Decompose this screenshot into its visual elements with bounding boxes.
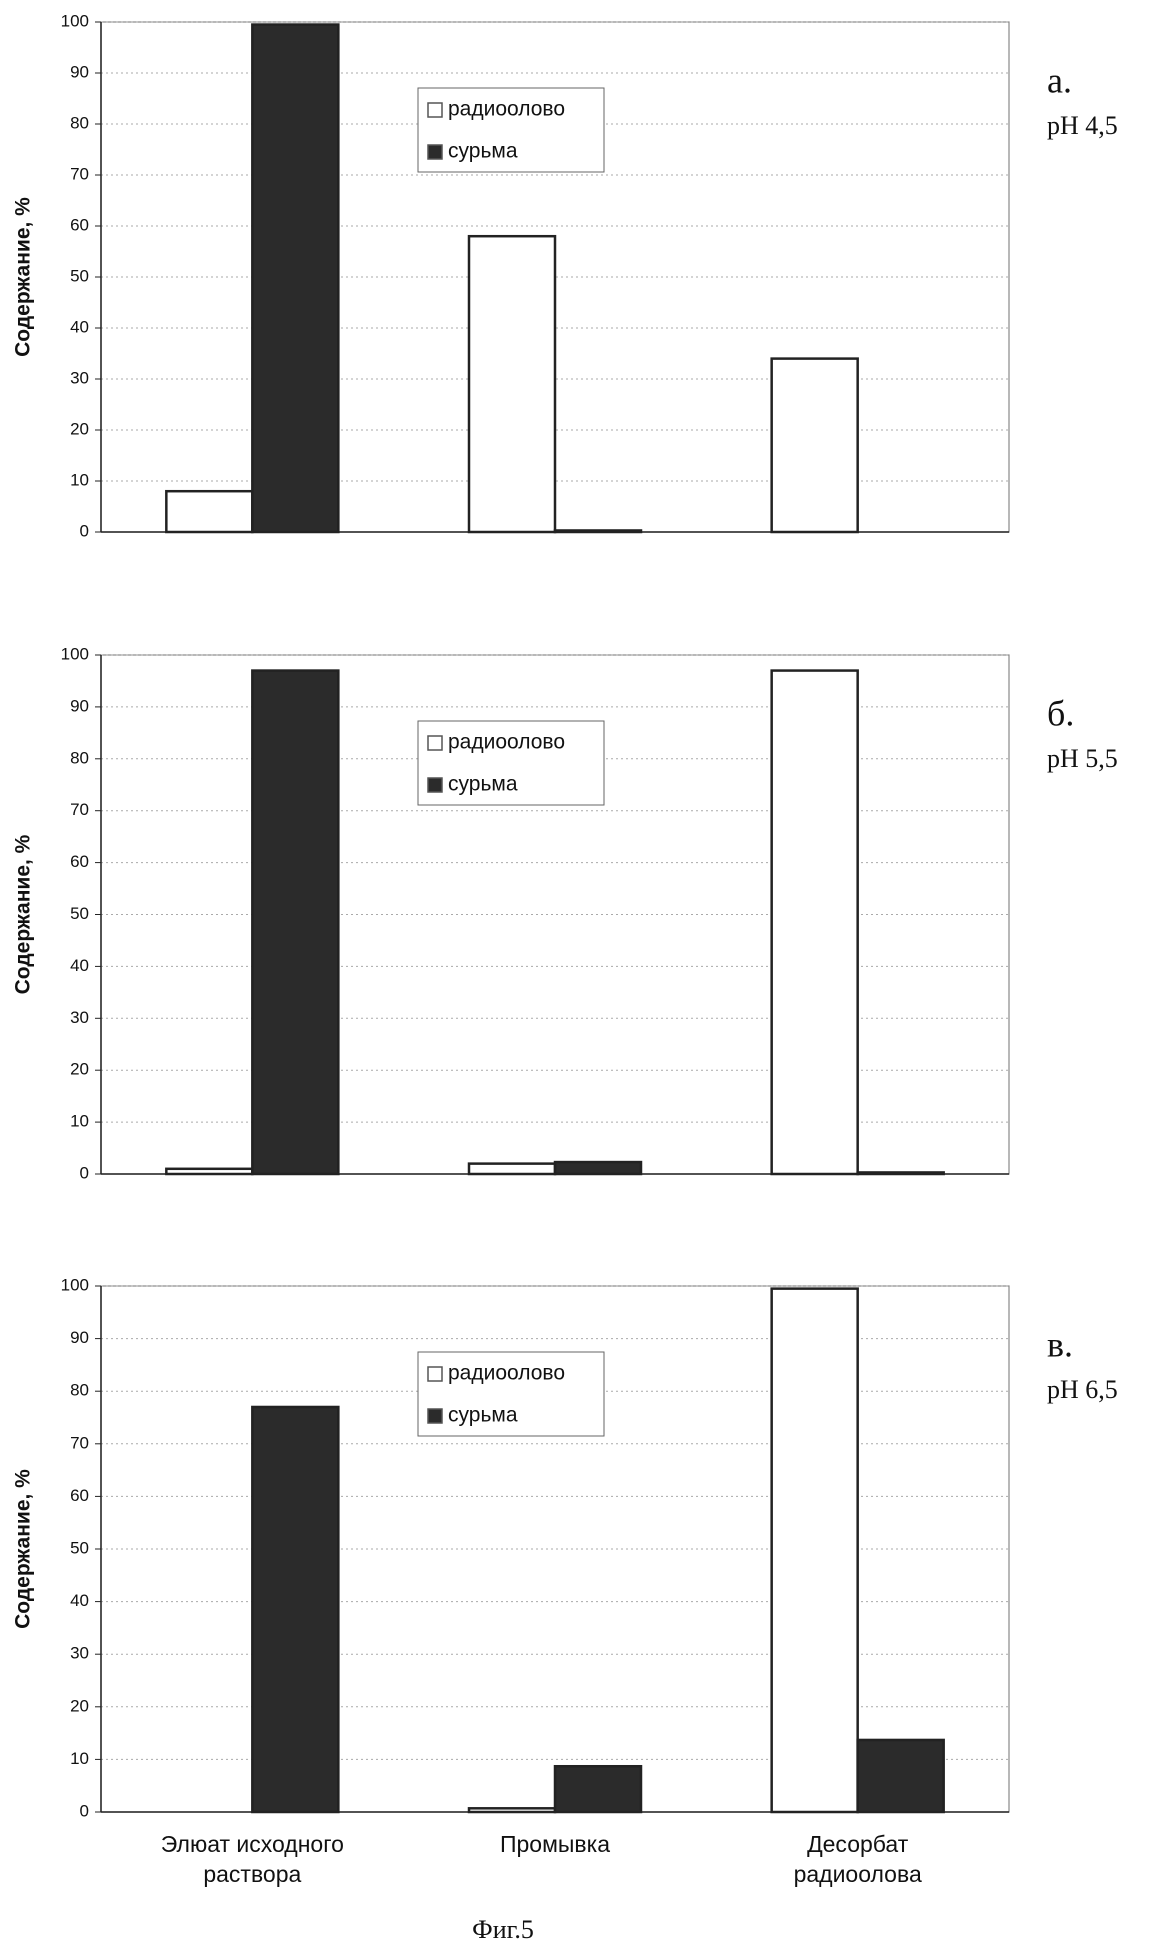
chart-subtitle: pH 6,5 (1047, 1375, 1118, 1404)
chart-label: б. (1047, 693, 1074, 733)
bar (469, 1808, 555, 1812)
y-tick-label: 50 (70, 1538, 89, 1557)
y-tick-label: 10 (70, 1112, 89, 1131)
bar (772, 671, 858, 1174)
bar (555, 1766, 641, 1812)
bar (469, 1164, 555, 1174)
y-tick-label: 80 (70, 113, 89, 132)
bar (555, 1162, 641, 1174)
legend-label: радиоолово (448, 98, 565, 121)
y-tick-label: 40 (70, 1591, 89, 1610)
y-tick-label: 30 (70, 1644, 89, 1663)
x-tick-label: Элюат исходногораствора (161, 1831, 344, 1887)
legend-label: радиоолово (448, 1362, 565, 1385)
legend-label: сурьма (448, 140, 518, 163)
bar (858, 1172, 944, 1174)
y-tick-label: 30 (70, 368, 89, 387)
y-tick-label: 100 (61, 1275, 89, 1294)
y-tick-label: 70 (70, 1433, 89, 1452)
y-tick-label: 0 (80, 521, 89, 540)
y-axis-label: Содержание, % (12, 1469, 35, 1629)
y-tick-label: 60 (70, 215, 89, 234)
bar (772, 359, 858, 532)
y-tick-label: 100 (61, 11, 89, 30)
y-tick-label: 20 (70, 1696, 89, 1715)
chart-label: а. (1047, 60, 1072, 100)
y-tick-label: 20 (70, 1060, 89, 1079)
x-tick-label: Десорбатрадиоолова (794, 1831, 922, 1887)
y-tick-label: 80 (70, 748, 89, 767)
y-tick-label: 0 (80, 1801, 89, 1820)
y-tick-label: 40 (70, 317, 89, 336)
y-tick-label: 30 (70, 1008, 89, 1027)
bar (252, 1407, 338, 1812)
y-tick-label: 60 (70, 1486, 89, 1505)
y-tick-label: 0 (80, 1163, 89, 1182)
figure: Фиг.5 0102030405060708090100Содержание, … (0, 0, 1156, 1952)
y-tick-label: 10 (70, 1749, 89, 1768)
bar (772, 1289, 858, 1812)
bar (555, 530, 641, 532)
bar (252, 671, 338, 1174)
y-tick-label: 10 (70, 470, 89, 489)
bar (252, 25, 338, 532)
y-tick-label: 90 (70, 62, 89, 81)
y-tick-label: 100 (61, 644, 89, 663)
chart-subtitle: pH 4,5 (1047, 111, 1118, 140)
legend-label: радиоолово (448, 731, 565, 754)
y-tick-label: 60 (70, 852, 89, 871)
legend-swatch (428, 778, 442, 792)
bar (469, 236, 555, 532)
y-tick-label: 50 (70, 266, 89, 285)
chart-subtitle: pH 5,5 (1047, 744, 1118, 773)
legend-label: сурьма (448, 773, 518, 796)
y-tick-label: 70 (70, 800, 89, 819)
chart-label: в. (1047, 1324, 1073, 1364)
legend-swatch (428, 1409, 442, 1423)
bar (166, 491, 252, 532)
x-tick-label: Промывка (500, 1831, 610, 1857)
y-tick-label: 20 (70, 419, 89, 438)
legend-swatch (428, 145, 442, 159)
y-tick-label: 50 (70, 904, 89, 923)
y-tick-label: 80 (70, 1381, 89, 1400)
legend-swatch (428, 736, 442, 750)
legend-swatch (428, 103, 442, 117)
legend-swatch (428, 1367, 442, 1381)
y-tick-label: 40 (70, 956, 89, 975)
legend-label: сурьма (448, 1404, 518, 1427)
y-tick-label: 90 (70, 696, 89, 715)
bar (166, 1169, 252, 1174)
figure-caption: Фиг.5 (472, 1915, 534, 1944)
y-axis-label: Содержание, % (12, 197, 35, 357)
y-tick-label: 90 (70, 1328, 89, 1347)
y-tick-label: 70 (70, 164, 89, 183)
y-axis-label: Содержание, % (12, 834, 35, 994)
bar (858, 1740, 944, 1812)
